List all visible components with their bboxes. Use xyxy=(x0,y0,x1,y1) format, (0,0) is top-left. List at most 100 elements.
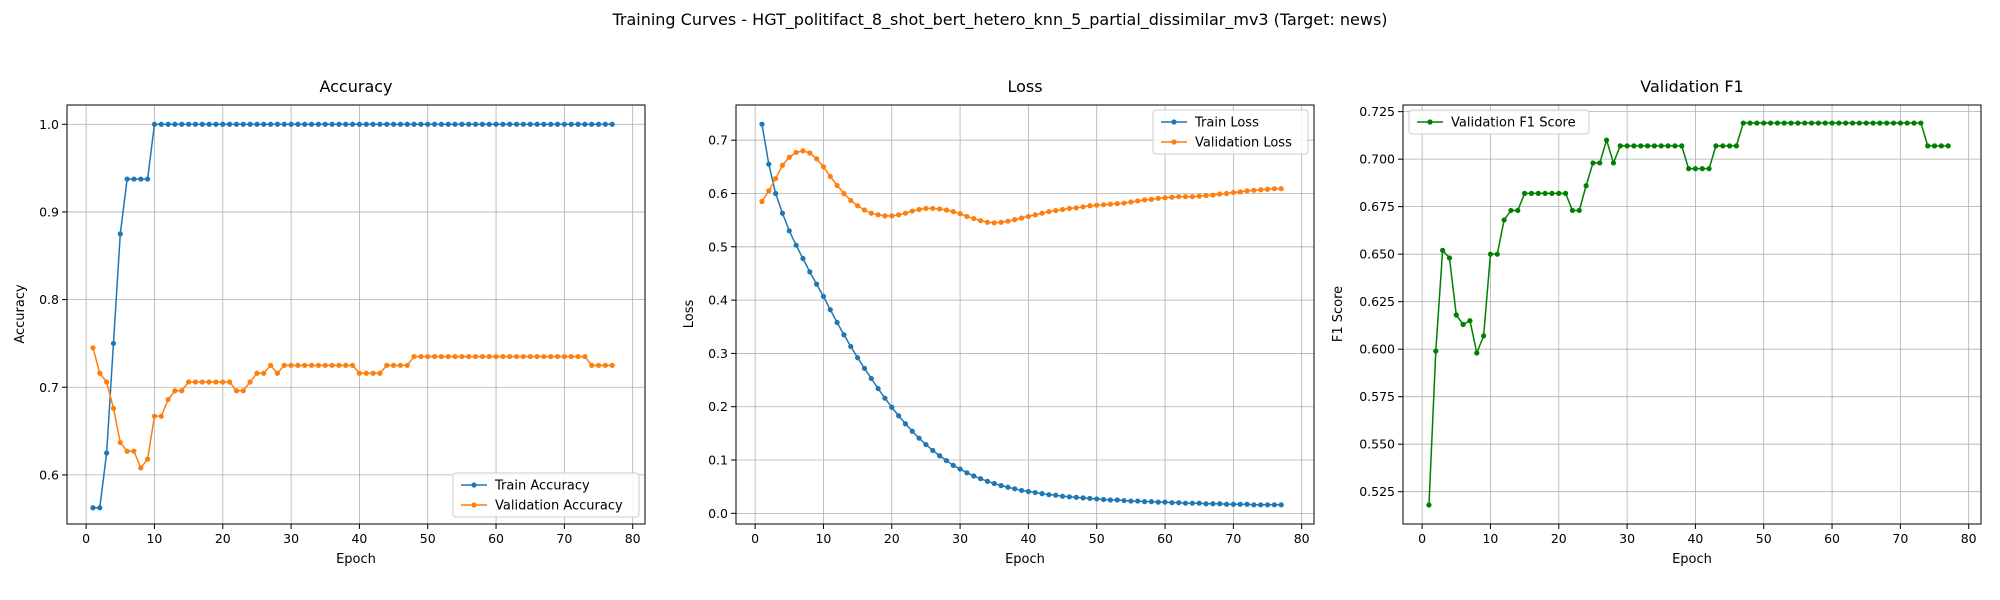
loss-y-tick-label: 0.6 xyxy=(708,186,728,201)
accuracy-data-point xyxy=(411,353,417,360)
loss-data-point xyxy=(1012,486,1018,492)
loss-data-point xyxy=(896,413,902,419)
f1-data-point xyxy=(1644,143,1651,149)
f1-y-tick-label: 0.600 xyxy=(1359,342,1395,357)
accuracy-data-point xyxy=(466,353,472,360)
f1-data-point xyxy=(1651,143,1658,149)
loss-data-point xyxy=(882,213,888,219)
loss-data-point xyxy=(984,478,991,484)
loss-data-point xyxy=(800,148,806,154)
accuracy-data-point xyxy=(548,121,554,127)
loss-data-point xyxy=(902,210,909,216)
loss-data-point xyxy=(793,242,799,248)
accuracy-data-point xyxy=(472,121,479,127)
accuracy-data-point xyxy=(404,362,410,368)
accuracy-data-point xyxy=(343,362,349,368)
accuracy-data-point xyxy=(227,121,233,127)
loss-data-point xyxy=(814,281,820,287)
accuracy-data-point xyxy=(431,121,438,127)
accuracy-data-point xyxy=(267,362,274,368)
loss-series-line-0 xyxy=(761,124,1282,506)
loss-data-point xyxy=(1251,187,1257,193)
loss-data-point xyxy=(930,447,936,454)
accuracy-data-point xyxy=(97,505,103,511)
f1-legend-box xyxy=(1408,109,1590,135)
f1-series-points-0 xyxy=(1426,120,1951,508)
f1-data-point xyxy=(1692,166,1699,172)
loss-data-point xyxy=(998,483,1004,489)
loss-x-tick-label: 60 xyxy=(1157,531,1173,546)
accuracy-data-point xyxy=(390,121,397,127)
accuracy-data-point xyxy=(220,121,226,127)
accuracy-data-point xyxy=(315,362,322,368)
f1-plot-area: 0 10 20 30 40 50 60 70 80 0.525 0.550 0.575 0.600 0.6… xyxy=(1359,104,1982,546)
loss-data-point xyxy=(1189,500,1195,506)
f1-data-point xyxy=(1795,120,1801,126)
loss-series-line-1 xyxy=(761,150,1282,224)
f1-data-point xyxy=(1590,160,1596,166)
f1-y-tick-label: 0.725 xyxy=(1359,104,1395,119)
loss-data-point xyxy=(1087,495,1093,502)
f1-data-point xyxy=(1740,120,1746,126)
f1-data-point xyxy=(1515,207,1521,214)
f1-subplot-title: Validation F1 xyxy=(1640,77,1743,96)
accuracy-data-point xyxy=(110,340,117,347)
accuracy-y-axis-label: Accuracy xyxy=(13,284,28,344)
loss-data-point xyxy=(1141,197,1148,203)
f1-data-point xyxy=(1610,160,1617,166)
f1-x-tick-label: 0 xyxy=(1418,531,1426,546)
loss-data-point xyxy=(841,332,847,338)
loss-data-point xyxy=(820,164,827,170)
accuracy-data-point xyxy=(452,353,458,360)
f1-x-tick-label: 10 xyxy=(1482,531,1498,546)
accuracy-data-point xyxy=(145,176,151,182)
loss-x-tick-label: 40 xyxy=(1020,531,1036,546)
accuracy-x-tick-label: 10 xyxy=(146,531,162,546)
accuracy-data-point xyxy=(479,353,485,360)
loss-data-point xyxy=(834,182,840,189)
accuracy-data-point xyxy=(534,353,540,360)
loss-data-point xyxy=(834,319,840,326)
f1-data-point xyxy=(1808,120,1815,126)
accuracy-data-point xyxy=(199,121,205,127)
f1-y-tick-label: 0.700 xyxy=(1359,152,1395,167)
accuracy-data-point xyxy=(507,353,513,360)
loss-data-point xyxy=(1066,205,1073,212)
accuracy-data-point xyxy=(158,413,164,419)
loss-data-point xyxy=(875,212,881,218)
accuracy-data-point xyxy=(404,121,410,127)
f1-x-tick-label: 70 xyxy=(1892,531,1908,546)
f1-data-point xyxy=(1938,143,1944,149)
f1-data-point xyxy=(1446,255,1453,261)
accuracy-data-point xyxy=(349,362,356,368)
loss-data-point xyxy=(773,175,779,182)
f1-data-point xyxy=(1494,251,1500,257)
loss-data-point xyxy=(1128,199,1134,205)
accuracy-data-point xyxy=(582,353,588,360)
loss-data-point xyxy=(855,203,861,209)
accuracy-data-point xyxy=(302,362,308,368)
loss-data-point xyxy=(1100,496,1107,503)
accuracy-subplot: Accuracy 0 10 20 30 40 50 60 70 80 0.6 0.7 0.8 0.9 1.… xyxy=(13,77,646,567)
loss-data-point xyxy=(800,255,806,262)
loss-data-point xyxy=(909,208,915,214)
accuracy-data-point xyxy=(97,370,103,376)
loss-legend-label: Train Loss xyxy=(1194,116,1259,131)
loss-data-point xyxy=(916,206,922,213)
accuracy-data-point xyxy=(425,121,431,127)
loss-data-point xyxy=(1066,494,1073,500)
f1-y-tick-label: 0.650 xyxy=(1359,247,1395,262)
accuracy-data-point xyxy=(534,121,540,127)
accuracy-data-point xyxy=(254,121,260,127)
loss-data-point xyxy=(1039,491,1045,497)
accuracy-data-point xyxy=(500,121,506,127)
f1-y-tick-label: 0.675 xyxy=(1359,199,1395,214)
f1-data-point xyxy=(1467,318,1473,324)
loss-data-point xyxy=(964,213,970,220)
f1-data-point xyxy=(1849,120,1856,126)
f1-data-point xyxy=(1822,120,1828,126)
loss-data-point xyxy=(1230,189,1236,196)
loss-data-point xyxy=(1223,501,1230,507)
accuracy-data-point xyxy=(165,121,171,127)
f1-data-point xyxy=(1535,190,1541,196)
